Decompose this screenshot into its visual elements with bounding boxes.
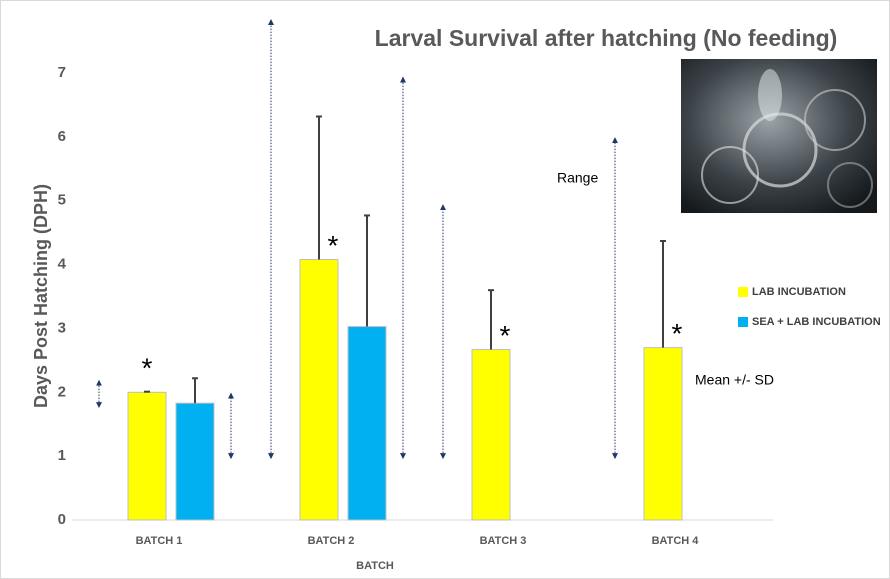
bar — [128, 392, 166, 520]
annotation: Mean +/- SD — [695, 372, 774, 388]
x-tick-label: BATCH 1 — [136, 535, 183, 547]
legend-swatch — [738, 317, 748, 327]
y-tick-label: 4 — [58, 256, 67, 273]
bar — [176, 403, 214, 520]
bar — [472, 350, 510, 520]
y-tick-label: 7 — [58, 64, 66, 81]
annotation: Range — [557, 170, 598, 186]
y-tick-label: 3 — [58, 319, 66, 336]
chart-title: Larval Survival after hatching (No feedi… — [375, 25, 838, 51]
y-tick-label: 2 — [58, 383, 66, 400]
y-tick-label: 0 — [58, 511, 66, 528]
x-axis-label: BATCH — [356, 560, 394, 572]
bar — [348, 327, 386, 520]
y-tick-label: 5 — [58, 192, 66, 209]
significance-marker: * — [672, 318, 683, 349]
x-tick-label: BATCH 4 — [652, 535, 700, 547]
y-axis-label: Days Post Hatching (DPH) — [31, 184, 51, 408]
bar — [300, 260, 338, 520]
x-tick-label: BATCH 2 — [308, 535, 355, 547]
significance-marker: * — [500, 320, 511, 351]
y-tick-label: 1 — [58, 447, 66, 464]
legend-swatch — [738, 287, 748, 297]
significance-marker: * — [142, 353, 153, 384]
bar — [644, 348, 682, 520]
legend-label: SEA + LAB INCUBATION — [752, 316, 881, 328]
photo — [681, 59, 877, 213]
chart: Larval Survival after hatching (No feedi… — [0, 0, 890, 579]
x-tick-label: BATCH 3 — [480, 535, 527, 547]
legend-label: LAB INCUBATION — [752, 286, 846, 298]
significance-marker: * — [328, 230, 339, 261]
y-tick-label: 6 — [58, 128, 66, 145]
